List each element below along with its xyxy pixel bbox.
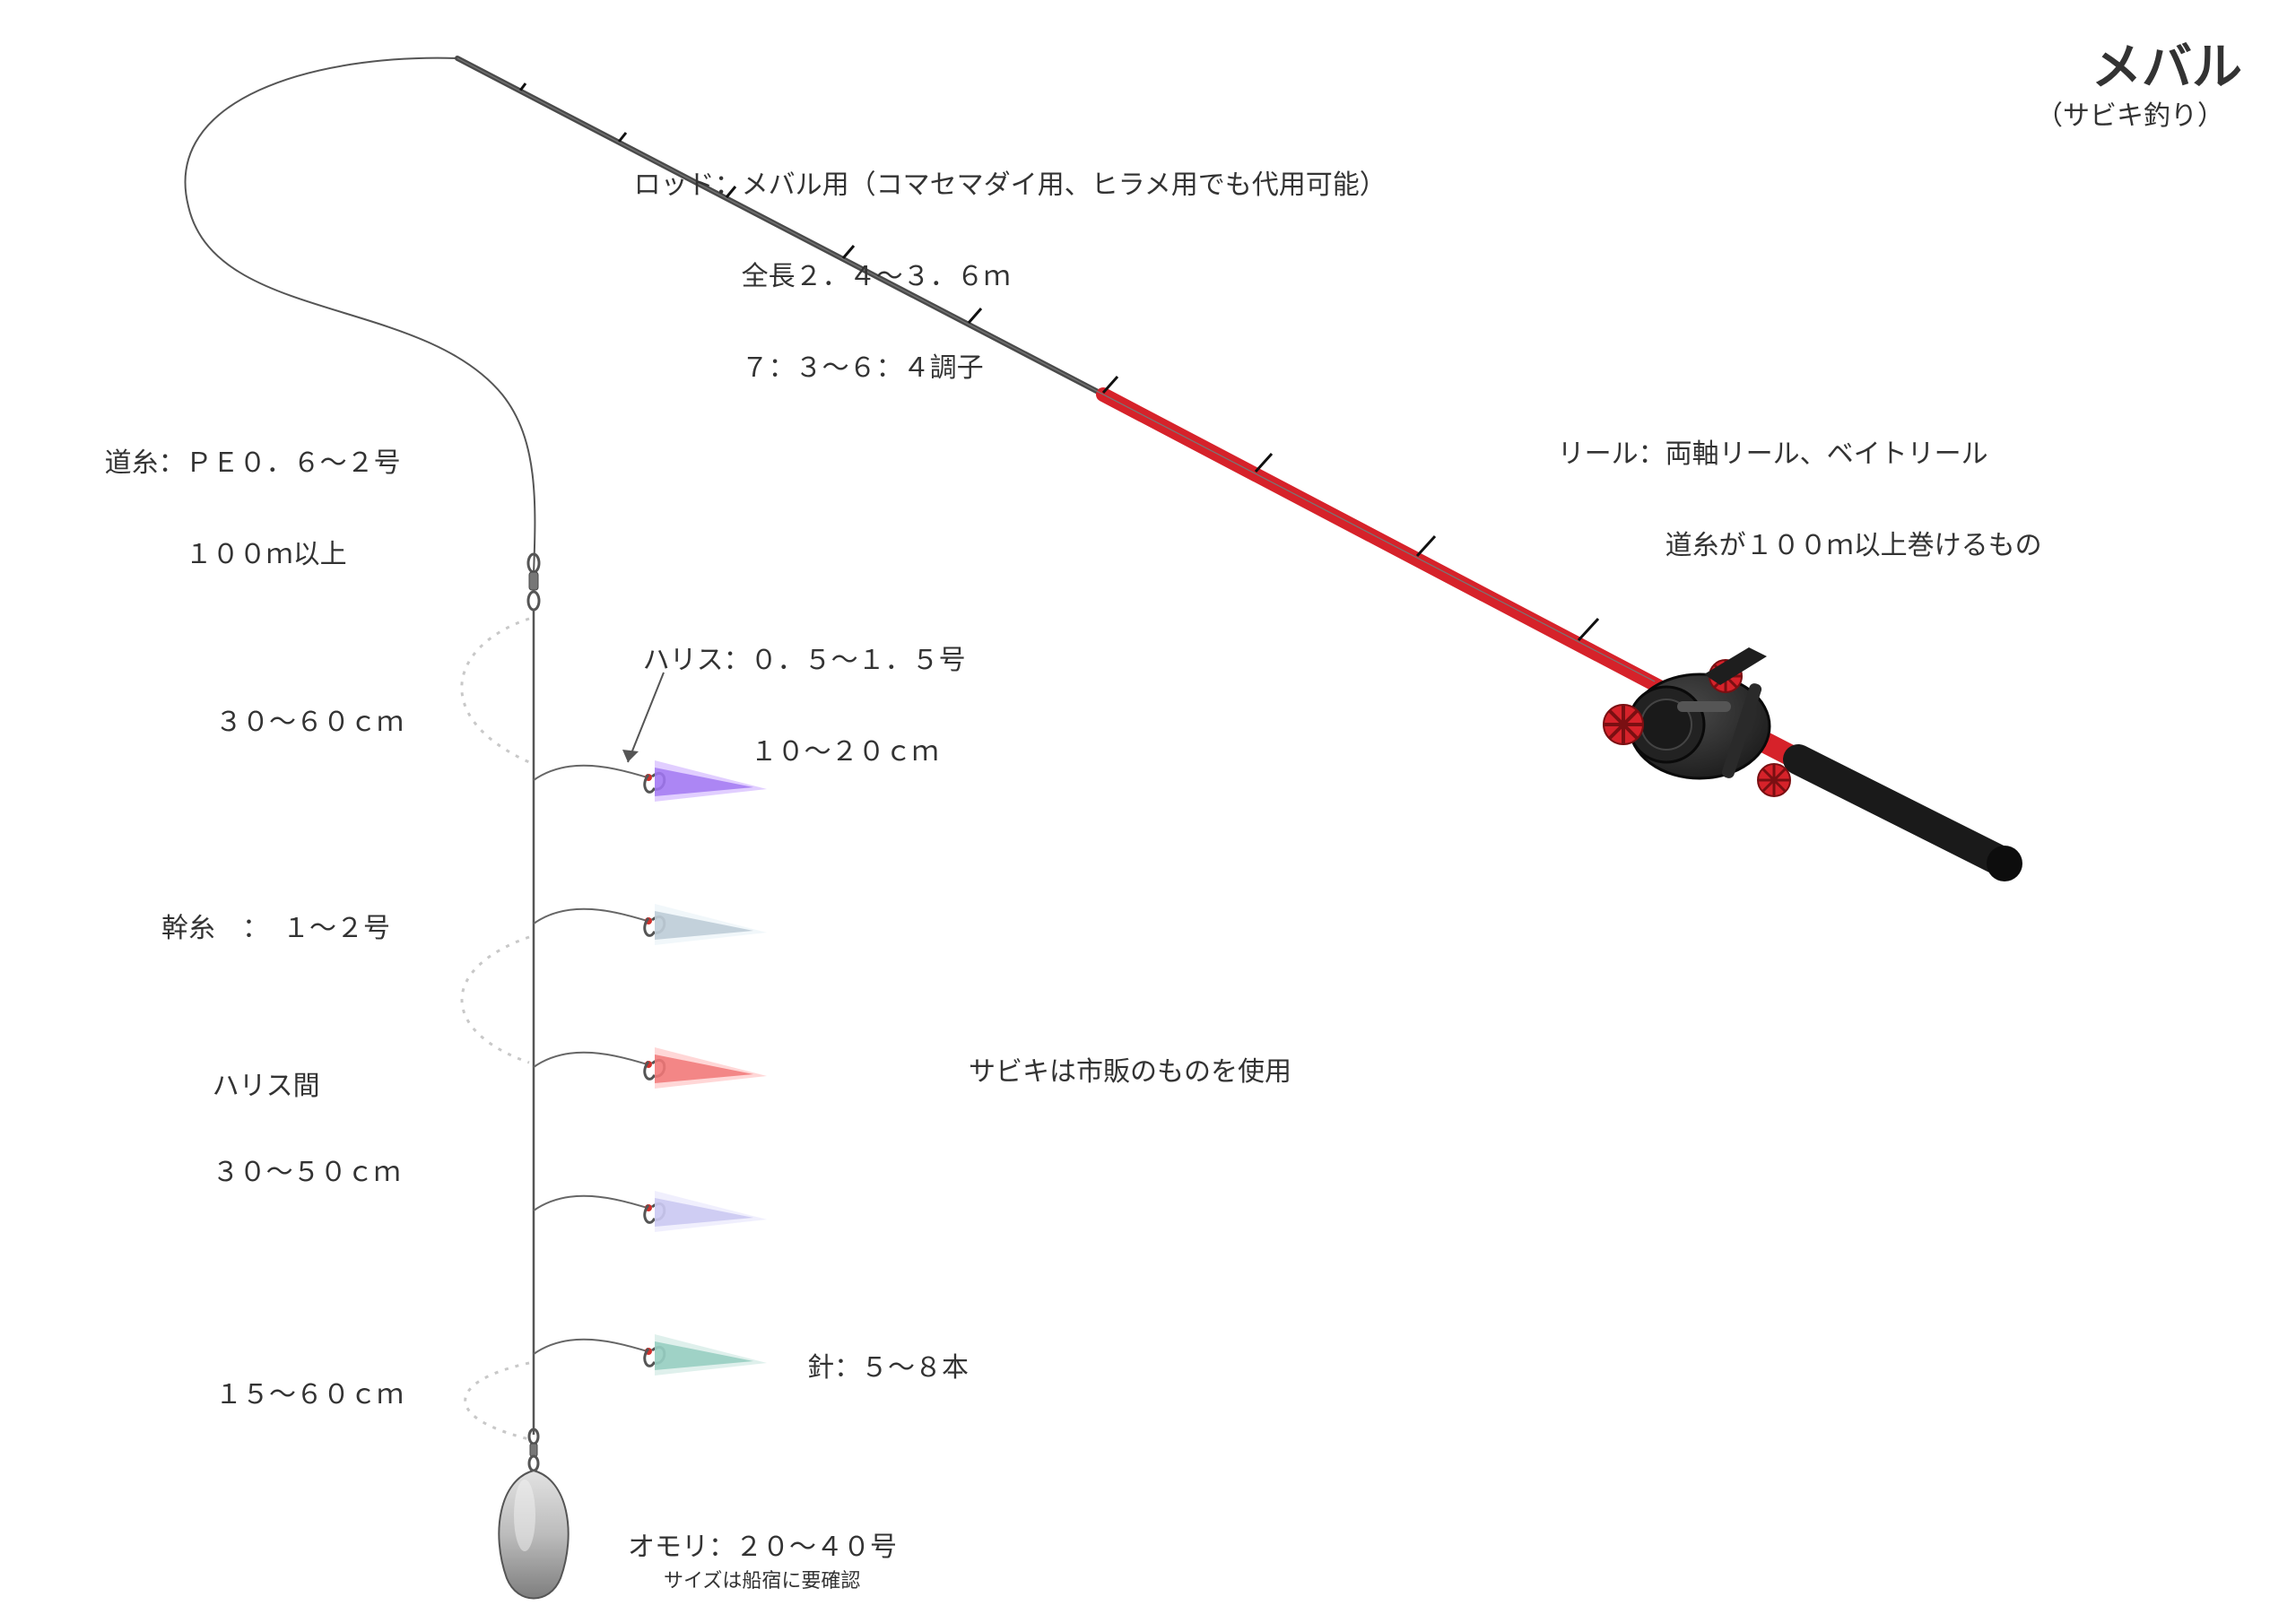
harris-line2: １０～２０ｃｍ xyxy=(643,737,939,767)
trunk-label: 幹糸 ： １～２号 xyxy=(161,906,390,945)
rod-label-line3: ７：３～６：４調子 xyxy=(634,353,984,383)
bottom-spacing-label: １５～６０ｃｍ xyxy=(215,1372,404,1411)
rod-label: ロッド：メバル用（コマセマダイ用、ヒラメ用でも代用可能） 全長２．４～３．６ｍ … xyxy=(619,117,1387,391)
sabiki-rig xyxy=(534,760,767,1376)
reel-label-line1: リール：両軸リール、ベイトリール xyxy=(1558,439,1988,469)
bracket-bottom xyxy=(465,1363,529,1439)
sinker xyxy=(499,1471,568,1599)
bracket-top xyxy=(462,619,529,762)
sabiki-note: サビキは市販のものを使用 xyxy=(969,1049,1292,1089)
harris-line1: ハリス：０．５～１．５号 xyxy=(643,646,966,675)
hooks-label: 針：５～８本 xyxy=(807,1345,969,1384)
interval-line2: ３０～５０ｃｍ xyxy=(213,1158,401,1187)
reel-label: リール：両軸リール、ベイトリール 道糸が１００ｍ以上巻けるもの xyxy=(1543,386,2042,568)
rod-label-line1: ロッド：メバル用（コマセマダイ用、ヒラメ用でも代用可能） xyxy=(634,170,1387,200)
mainline-label: 道糸：ＰＥ０．６～２号 １００ｍ以上 xyxy=(90,395,401,577)
rod-label-line2: 全長２．４～３．６ｍ xyxy=(634,262,1011,291)
interval-line1: ハリス間 xyxy=(213,1072,320,1101)
mainline-line2: １００ｍ以上 xyxy=(105,540,347,569)
harris-label: ハリス：０．５～１．５号 １０～２０ｃｍ xyxy=(628,592,966,775)
title: メバル xyxy=(2092,27,2242,100)
mainline-line1: 道糸：ＰＥ０．６～２号 xyxy=(105,448,401,478)
reel-label-line2: 道糸が１００ｍ以上巻けるもの xyxy=(1558,531,2042,560)
subtitle: （サビキ釣り） xyxy=(2036,93,2224,133)
bracket-interval xyxy=(462,937,529,1063)
swivel-bottom xyxy=(529,1429,538,1471)
top-spacing-label: ３０～６０ｃｍ xyxy=(215,699,404,739)
sinker-note: サイズは船宿に要確認 xyxy=(664,1565,860,1593)
sinker-label: オモリ：２０～４０号 xyxy=(628,1524,897,1564)
interval-label: ハリス間 ３０～５０ｃｍ xyxy=(197,1022,401,1194)
